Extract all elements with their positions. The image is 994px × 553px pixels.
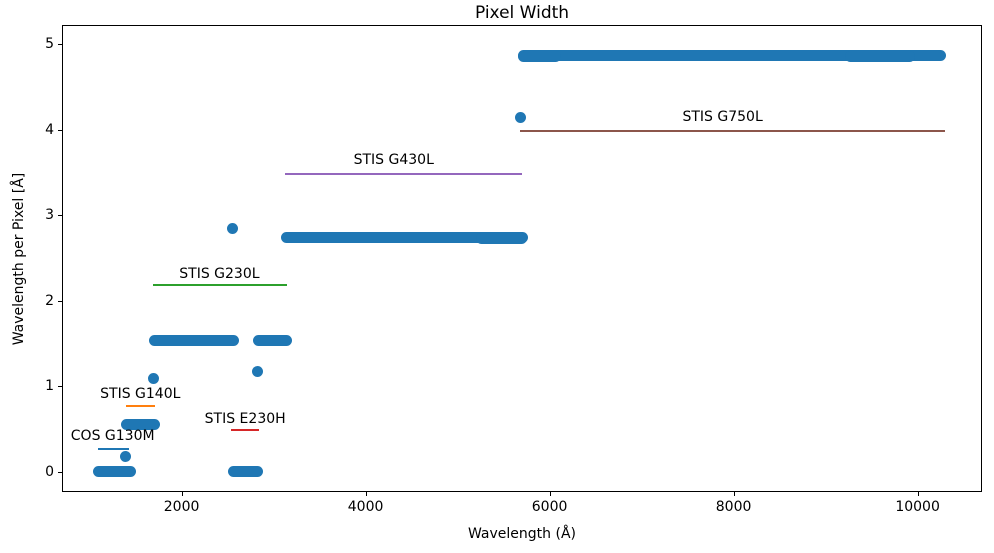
y-tick [58,471,62,473]
x-tick-label: 4000 [347,499,384,515]
scatter-band [120,418,160,430]
scatter-band [252,334,293,346]
annotation-line-cos-g130m [97,447,130,450]
annotation-line-stis-g750l [520,129,945,132]
scatter-band [281,232,528,244]
scatter-band [227,466,263,478]
annotation-line-stis-g140l [126,405,155,408]
x-tick [365,492,367,496]
scatter-point [226,222,238,234]
y-tick-label: 2 [45,292,54,309]
scatter-point [251,365,263,377]
y-axis-label: Wavelength per Pixel [Å] [11,172,27,346]
x-tick-label: 6000 [531,499,568,515]
x-tick-label: 2000 [163,499,200,515]
scatter-band [517,50,947,61]
scatter-point [119,451,131,463]
plot-area: COS G130M STIS G140L STIS E230H STIS G230L S… [62,25,982,492]
x-tick [549,492,551,496]
x-tick [917,492,919,496]
scatter-band [148,334,239,346]
chart-title: Pixel Width [474,3,570,23]
y-tick [58,215,62,217]
scatter-band [517,50,561,62]
scatter-band [845,50,915,62]
annotation-label-stis-g230l: STIS G230L [179,266,260,283]
x-tick [733,492,735,496]
x-axis-label: Wavelength (Å) [467,526,576,542]
y-tick-label: 3 [45,207,54,224]
y-tick [58,44,62,46]
y-tick [58,386,62,388]
scatter-point [147,373,159,385]
scatter-band [476,233,527,245]
scatter-point [514,112,526,124]
y-tick-label: 1 [45,378,54,395]
annotation-line-stis-e230h [231,429,260,432]
y-tick-label: 4 [45,121,54,138]
annotation-label-stis-e230h: STIS E230H [204,411,286,427]
annotation-line-stis-g430l [284,172,523,175]
annotation-label-cos-g130m: COS G130M [70,428,155,445]
annotation-line-stis-g230l [152,283,287,286]
annotation-label-stis-g750l: STIS G750L [682,109,763,126]
y-tick-label: 5 [45,36,54,53]
y-tick [58,300,62,302]
x-tick-label: 10000 [895,499,940,515]
y-tick [58,129,62,131]
scatter-band [93,466,136,478]
x-tick-label: 8000 [715,499,752,515]
annotation-label-stis-g430l: STIS G430L [353,151,434,168]
annotation-label-stis-g140l: STIS G140L [100,386,181,403]
x-tick [181,492,183,496]
y-tick-label: 0 [45,463,54,480]
